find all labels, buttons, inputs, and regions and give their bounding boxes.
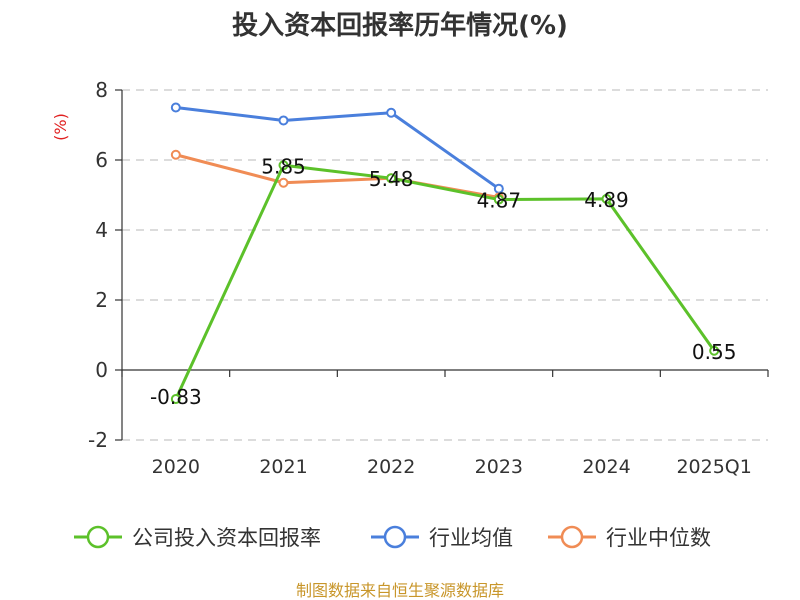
x-tick-label: 2020 (152, 456, 200, 478)
legend-label: 公司投入资本回报率 (132, 526, 321, 550)
series-line (174, 163, 716, 400)
data-point (170, 149, 181, 160)
data-point (601, 193, 612, 204)
series-lines (170, 102, 720, 405)
series-2 (170, 149, 504, 203)
data-label: 4.87 (477, 189, 522, 213)
y-tick-label: 8 (95, 78, 108, 102)
source-note: 制图数据来自恒生聚源数据库 (296, 581, 504, 600)
grid (122, 89, 768, 441)
legend-item-2: 行业中位数 (548, 525, 711, 550)
data-point (278, 115, 289, 126)
series-line (175, 106, 500, 190)
data-label: 5.85 (261, 154, 306, 178)
x-tick-label: 2024 (582, 456, 630, 478)
y-tick-label: 4 (95, 218, 108, 242)
x-tick-label: 2021 (259, 456, 307, 478)
data-point (493, 194, 504, 205)
data-label: -0.83 (150, 385, 202, 409)
legend-item-1: 行业均值 (371, 525, 513, 550)
data-point (170, 102, 181, 113)
y-tick-label: 2 (95, 288, 108, 312)
data-point (278, 160, 289, 171)
x-tick-label: 2023 (475, 456, 523, 478)
data-point (386, 107, 397, 118)
axes: -2 0 2 4 6 8 2020 2021 2022 2023 2024 2025Q1 (88, 78, 769, 478)
data-point (709, 345, 720, 356)
chart-title: 投入资本回报率历年情况(%) (232, 10, 568, 41)
legend-swatch-marker (560, 525, 584, 549)
series-1 (170, 102, 504, 194)
x-tick-label: 2022 (367, 456, 415, 478)
series-0 (170, 160, 720, 405)
data-point (170, 394, 181, 405)
legend-swatch-marker (86, 525, 110, 549)
data-point (386, 173, 397, 184)
legend: 公司投入资本回报率 行业均值 行业中位数 (74, 525, 711, 550)
data-label: 4.89 (584, 188, 629, 212)
y-axis-label: (%) (51, 113, 70, 141)
y-tick-label: 6 (95, 148, 108, 172)
legend-item-0: 公司投入资本回报率 (74, 525, 321, 550)
legend-label: 行业中位数 (606, 526, 711, 550)
data-labels: -0.83 5.85 5.48 4.87 4.89 0.55 (150, 154, 736, 409)
data-label: 5.48 (369, 167, 414, 191)
data-point (278, 177, 289, 188)
y-tick-label: 0 (95, 358, 108, 382)
x-tick-label: 2025Q1 (676, 456, 751, 478)
legend-label: 行业均值 (429, 526, 513, 550)
legend-swatch-marker (383, 525, 407, 549)
data-label: 0.55 (692, 340, 737, 364)
y-tick-label: -2 (88, 428, 108, 452)
